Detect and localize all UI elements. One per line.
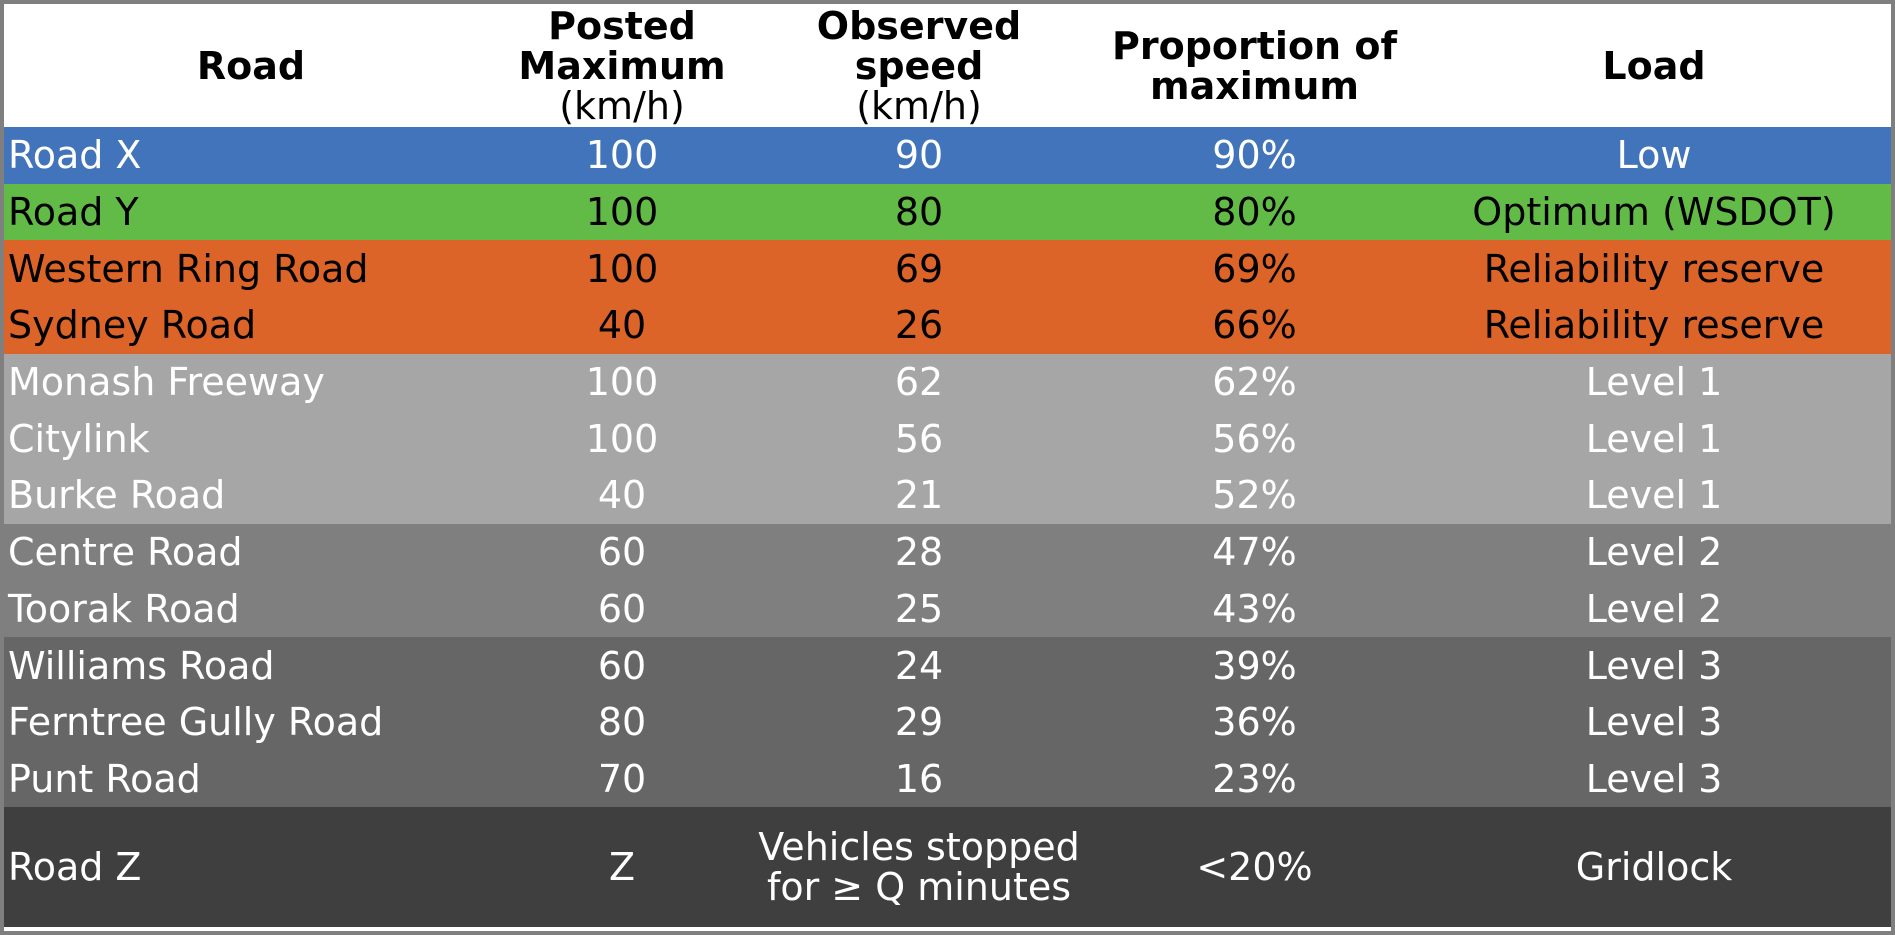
observed-speed-cell: 62 xyxy=(894,360,944,405)
load-cell: Optimum (WSDOT) xyxy=(1472,190,1836,235)
observed-speed-cell: 25 xyxy=(894,586,944,631)
posted-maximum-cell: 70 xyxy=(597,756,647,801)
proportion-cell: 52% xyxy=(1212,473,1297,518)
table-row: Centre Road 60 28 47% Level 2 xyxy=(4,523,1891,581)
header-observed-speed: Observed speed (km/h) xyxy=(746,4,1092,127)
table-body: Road X 100 90 90% Low Road Y 100 80 80% Optimum (… xyxy=(4,127,1891,928)
header-proportion-line1: Proportion of xyxy=(1112,23,1397,68)
load-cell: Level 3 xyxy=(1585,643,1723,688)
load-cell: Low xyxy=(1616,133,1692,178)
load-cell: Level 2 xyxy=(1585,530,1723,575)
observed-speed-cell: 21 xyxy=(894,473,944,518)
load-cell: Level 1 xyxy=(1585,360,1723,405)
posted-maximum-cell: 40 xyxy=(597,303,647,348)
table-row: Road X 100 90 90% Low xyxy=(4,127,1891,184)
observed-speed-cell: 29 xyxy=(894,700,944,745)
road-cell: Punt Road xyxy=(8,756,201,801)
header-observed-line2: speed xyxy=(854,43,984,88)
road-cell: Centre Road xyxy=(8,530,243,575)
table-row: Williams Road 60 24 39% Level 3 xyxy=(4,637,1891,694)
table-row: Citylink 100 56 56% Level 1 xyxy=(4,410,1891,468)
proportion-cell: 62% xyxy=(1212,360,1297,405)
load-cell: Reliability reserve xyxy=(1483,246,1825,291)
header-road: Road xyxy=(4,4,498,127)
load-cell: Gridlock xyxy=(1575,845,1733,890)
posted-maximum-cell: 80 xyxy=(597,700,647,745)
road-cell: Ferntree Gully Road xyxy=(8,700,384,745)
header-proportion: Proportion of maximum xyxy=(1092,4,1417,127)
header-posted-unit: (km/h) xyxy=(559,83,685,128)
proportion-cell: 39% xyxy=(1212,643,1297,688)
header-row: Road Posted Maximum (km/h) Observed spee… xyxy=(4,4,1891,127)
observed-speed-cell: 69 xyxy=(894,246,944,291)
load-cell: Level 2 xyxy=(1585,586,1723,631)
posted-maximum-cell: 60 xyxy=(597,586,647,631)
road-cell: Toorak Road xyxy=(8,586,240,631)
road-cell: Road Z xyxy=(8,845,142,890)
road-cell: Road Y xyxy=(8,190,139,235)
observed-speed-cell: Vehicles stopped for ≥ Q minutes xyxy=(758,825,1080,910)
proportion-cell: 80% xyxy=(1212,190,1297,235)
table-row: Burke Road 40 21 52% Level 1 xyxy=(4,467,1891,524)
load-cell: Reliability reserve xyxy=(1483,303,1825,348)
load-cell: Level 3 xyxy=(1585,700,1723,745)
proportion-cell: 90% xyxy=(1212,133,1297,178)
posted-maximum-cell: 60 xyxy=(597,643,647,688)
proportion-cell: 36% xyxy=(1212,700,1297,745)
observed-speed-cell: 56 xyxy=(894,416,944,461)
header-posted-line2: Maximum xyxy=(518,43,726,88)
header-road-label: Road xyxy=(196,43,306,88)
table-row: Toorak Road 60 25 43% Level 2 xyxy=(4,580,1891,638)
proportion-cell: 69% xyxy=(1212,246,1297,291)
observed-speed-cell: 28 xyxy=(894,530,944,575)
table-row: Sydney Road 40 26 66% Reliability reserve xyxy=(4,297,1891,354)
load-cell: Level 1 xyxy=(1585,473,1723,518)
road-cell: Western Ring Road xyxy=(8,246,369,291)
table-row: Ferntree Gully Road 80 29 36% Level 3 xyxy=(4,693,1891,751)
load-cell: Level 3 xyxy=(1585,756,1723,801)
table-row: Road Z Z Vehicles stopped for ≥ Q minutes <… xyxy=(4,807,1891,928)
header-proportion-line2: maximum xyxy=(1149,63,1360,108)
posted-maximum-cell: 100 xyxy=(585,246,659,291)
header-observed-line1: Observed xyxy=(816,3,1022,48)
load-cell: Level 1 xyxy=(1585,416,1723,461)
observed-speed-cell: 26 xyxy=(894,303,944,348)
posted-maximum-cell: 100 xyxy=(585,190,659,235)
posted-maximum-cell: 100 xyxy=(585,416,659,461)
road-cell: Sydney Road xyxy=(8,303,257,348)
proportion-cell: <20% xyxy=(1196,845,1313,890)
table-row: Monash Freeway 100 62 62% Level 1 xyxy=(4,353,1891,411)
road-cell: Citylink xyxy=(8,416,150,461)
proportion-cell: 56% xyxy=(1212,416,1297,461)
road-cell: Monash Freeway xyxy=(8,360,325,405)
road-load-table: Road Posted Maximum (km/h) Observed spee… xyxy=(4,4,1891,928)
observed-speed-cell: 90 xyxy=(894,133,944,178)
observed-speed-cell: 16 xyxy=(894,756,944,801)
observed-speed-cell: 80 xyxy=(894,190,944,235)
table-row: Road Y 100 80 80% Optimum (WSDOT) xyxy=(4,183,1891,241)
proportion-cell: 23% xyxy=(1212,756,1297,801)
posted-maximum-cell: Z xyxy=(608,845,636,890)
header-posted-line1: Posted xyxy=(548,3,696,48)
proportion-cell: 47% xyxy=(1212,530,1297,575)
posted-maximum-cell: 60 xyxy=(597,530,647,575)
posted-maximum-cell: 100 xyxy=(585,133,659,178)
header-observed-unit: (km/h) xyxy=(856,83,982,128)
observed-speed-cell: 24 xyxy=(894,643,944,688)
header-load-label: Load xyxy=(1602,43,1706,88)
proportion-cell: 43% xyxy=(1212,586,1297,631)
table-row: Punt Road 70 16 23% Level 3 xyxy=(4,750,1891,808)
header-posted-maximum: Posted Maximum (km/h) xyxy=(498,4,746,127)
table-row: Western Ring Road 100 69 69% Reliability res… xyxy=(4,240,1891,298)
header-load: Load xyxy=(1417,4,1891,127)
posted-maximum-cell: 100 xyxy=(585,360,659,405)
road-cell: Road X xyxy=(8,133,142,178)
road-cell: Burke Road xyxy=(8,473,226,518)
road-cell: Williams Road xyxy=(8,643,275,688)
posted-maximum-cell: 40 xyxy=(597,473,647,518)
proportion-cell: 66% xyxy=(1212,303,1297,348)
